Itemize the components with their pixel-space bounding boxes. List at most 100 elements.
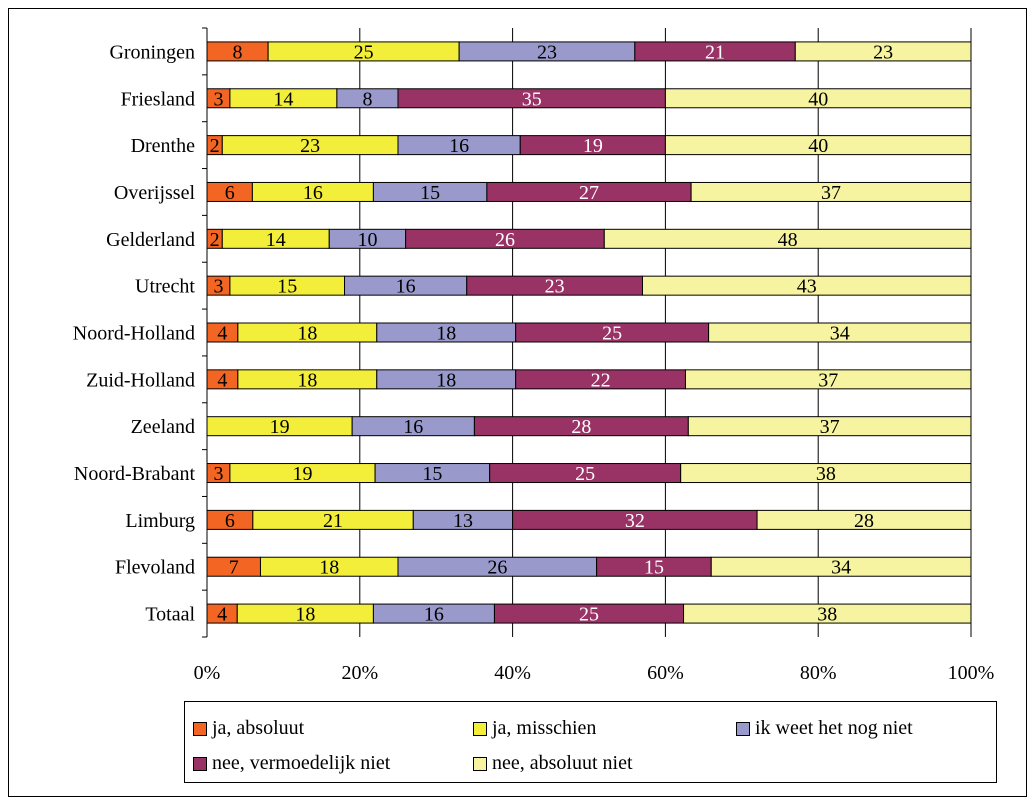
data-label: 13 (453, 510, 473, 532)
data-label: 40 (808, 88, 828, 110)
category-label: Totaal (145, 604, 195, 626)
data-label: 19 (583, 135, 603, 157)
category-label: Utrecht (135, 276, 195, 298)
data-label: 18 (436, 369, 456, 391)
data-label: 14 (266, 229, 286, 251)
bar-segment (664, 135, 972, 156)
data-label: 35 (522, 88, 542, 110)
legend-item: ik weet het nog niet (736, 717, 913, 740)
category-label: Groningen (109, 41, 195, 63)
data-label: 43 (797, 276, 817, 298)
data-label: 6 (225, 182, 235, 204)
data-label: 4 (217, 323, 227, 345)
data-label: 26 (495, 229, 515, 251)
x-tick-label: 60% (647, 662, 684, 684)
data-label: 25 (579, 604, 599, 626)
data-label: 28 (571, 416, 591, 438)
data-label: 37 (820, 416, 840, 438)
bar-segment (684, 369, 972, 390)
legend-label: nee, vermoedelijk niet (212, 752, 391, 774)
data-label: 23 (545, 276, 565, 298)
bar-segment (680, 463, 972, 484)
category-label: Drenthe (131, 135, 196, 157)
legend-label: ja, misschien (492, 717, 597, 739)
legend-swatch (473, 756, 487, 771)
legend-item: ja, misschien (473, 717, 596, 740)
data-label: 40 (808, 135, 828, 157)
data-label: 8 (233, 41, 243, 63)
data-label: 2 (210, 135, 220, 157)
bar-segment (641, 275, 972, 296)
bar-segment (690, 181, 972, 202)
data-label: 18 (436, 323, 456, 345)
data-label: 32 (625, 510, 645, 532)
category-label: Zeeland (131, 416, 195, 438)
bar-segment (794, 41, 972, 62)
data-label: 15 (420, 182, 440, 204)
bar-segment (687, 416, 972, 437)
legend-label: ik weet het nog niet (755, 717, 913, 739)
data-label: 28 (854, 510, 874, 532)
data-label: 23 (300, 135, 320, 157)
data-label: 14 (273, 88, 293, 110)
data-label: 37 (818, 369, 838, 391)
data-label: 7 (229, 557, 239, 579)
data-label: 16 (449, 135, 469, 157)
legend-label: ja, absoluut (212, 717, 305, 739)
data-label: 15 (422, 463, 442, 485)
bar-segment (603, 228, 972, 249)
data-label: 34 (830, 323, 850, 345)
data-label: 15 (644, 557, 664, 579)
data-label: 18 (297, 323, 317, 345)
data-label: 34 (831, 557, 851, 579)
x-tick-label: 40% (494, 662, 531, 684)
x-tick-label: 80% (800, 662, 837, 684)
data-label: 21 (323, 510, 343, 532)
data-label: 16 (396, 276, 416, 298)
bar-segment (664, 88, 972, 109)
data-label: 4 (217, 369, 227, 391)
legend-item: nee, vermoedelijk niet (193, 752, 390, 775)
category-label: Noord-Brabant (74, 463, 196, 485)
legend-swatch (736, 721, 750, 736)
legend: ja, absoluut ja, misschien ik weet het nog… (184, 701, 997, 783)
data-label: 22 (591, 369, 611, 391)
category-label: Flevoland (115, 557, 195, 579)
data-label: 16 (424, 604, 444, 626)
category-label: Overijssel (114, 182, 196, 204)
data-label: 21 (705, 41, 725, 63)
category-label: Limburg (125, 510, 195, 532)
x-tick-label: 0% (194, 662, 221, 684)
data-label: 25 (602, 323, 622, 345)
legend-swatch (473, 721, 487, 736)
bar-segment (756, 509, 972, 530)
data-label: 4 (217, 604, 227, 626)
legend-item: nee, absoluut niet (473, 752, 633, 775)
data-label: 18 (295, 604, 315, 626)
data-label: 18 (297, 369, 317, 391)
x-tick-label: 20% (341, 662, 378, 684)
data-label: 38 (817, 604, 837, 626)
data-label: 26 (487, 557, 507, 579)
data-label: 2 (210, 229, 220, 251)
bar-segment (683, 603, 972, 624)
category-label: Noord-Holland (73, 323, 195, 345)
chart-frame: 8 25 23 21 23 Groningen 3 14 8 35 40 Friesland 2 23 16… (8, 8, 1027, 797)
legend-label: nee, absoluut niet (492, 752, 633, 774)
data-label: 27 (579, 182, 599, 204)
bar-segment (708, 322, 972, 343)
x-tick-label: 100% (948, 662, 995, 684)
data-label: 15 (277, 276, 297, 298)
legend-swatch (193, 756, 207, 771)
data-label: 37 (821, 182, 841, 204)
data-label: 16 (403, 416, 423, 438)
data-label: 16 (303, 182, 323, 204)
data-label: 19 (293, 463, 313, 485)
data-label: 23 (873, 41, 893, 63)
category-label: Friesland (121, 88, 195, 110)
data-label: 3 (213, 88, 223, 110)
data-label: 19 (270, 416, 290, 438)
legend-item: ja, absoluut (193, 717, 304, 740)
data-label: 38 (816, 463, 836, 485)
